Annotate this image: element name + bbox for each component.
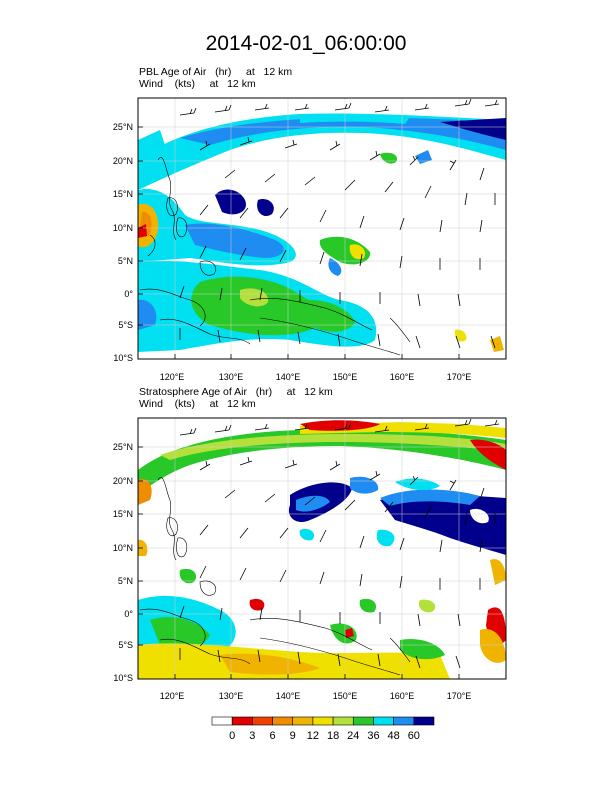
panel-1-fill-field bbox=[138, 113, 506, 352]
panel-2-wind-label: Wind (kts) at 12 km bbox=[139, 398, 256, 410]
lat-tick-label: 5°S bbox=[118, 640, 133, 650]
panel-2-header: Stratosphere Age of Air (hr) at 12 km Wi… bbox=[139, 386, 333, 410]
panel-1-coastlines bbox=[139, 157, 411, 356]
colorbar-label: 0 bbox=[229, 730, 235, 742]
colorbar-label: 48 bbox=[388, 730, 400, 742]
panel-2-coastlines bbox=[139, 477, 411, 676]
lat-tick-label: 5°S bbox=[118, 320, 133, 330]
colorbar-swatch bbox=[292, 716, 314, 726]
figure-title: 2014-02-01_06:00:00 bbox=[205, 32, 407, 55]
panel-2-tick-marks bbox=[138, 446, 460, 679]
panel-1-lat-axis: 25°N 20°N 15°N 10°N 5°N 0° 5°S 10°S bbox=[113, 122, 134, 363]
colorbar-label: 60 bbox=[408, 730, 420, 742]
colorbar-label: 3 bbox=[249, 730, 255, 742]
colorbar-swatch bbox=[231, 716, 253, 726]
panel-2-lat-axis: 25°N 20°N 15°N 10°N 5°N 0° 5°S 10°S bbox=[113, 442, 134, 683]
panel-2-field-label: Stratosphere Age of Air (hr) at 12 km bbox=[139, 386, 333, 398]
colorbar-swatch bbox=[312, 716, 334, 726]
lat-tick-label: 10°N bbox=[113, 543, 133, 553]
lon-tick-label: 140°E bbox=[276, 372, 301, 382]
lon-tick-label: 130°E bbox=[219, 691, 244, 701]
lat-tick-label: 20°N bbox=[113, 476, 133, 486]
lat-tick-label: 15°N bbox=[113, 509, 133, 519]
lat-tick-label: 25°N bbox=[113, 122, 133, 132]
lon-tick-label: 160°E bbox=[390, 691, 415, 701]
colorbar-swatch bbox=[393, 716, 415, 726]
lon-tick-label: 130°E bbox=[219, 372, 244, 382]
lon-tick-label: 160°E bbox=[390, 372, 415, 382]
lat-tick-label: 25°N bbox=[113, 442, 133, 452]
colorbar-swatch bbox=[373, 716, 394, 726]
lat-tick-label: 5°N bbox=[118, 576, 133, 586]
panel-1-wind-label: Wind (kts) at 12 km bbox=[139, 78, 256, 90]
lon-tick-label: 140°E bbox=[276, 691, 301, 701]
panel-2-fill-field bbox=[138, 420, 506, 679]
colorbar-swatch bbox=[332, 716, 354, 726]
panel-1-field-label: PBL Age of Air (hr) at 12 km bbox=[139, 66, 293, 78]
panel-2-gridlines bbox=[138, 418, 506, 679]
colorbar: 0 3 6 9 12 18 24 36 48 60 bbox=[211, 716, 435, 742]
colorbar-swatch bbox=[252, 716, 273, 726]
panel-1-lon-axis: 120°E 130°E 140°E 150°E 160°E 170°E bbox=[160, 372, 472, 382]
lon-tick-label: 150°E bbox=[333, 372, 358, 382]
colorbar-label: 6 bbox=[269, 730, 275, 742]
colorbar-label: 9 bbox=[290, 730, 296, 742]
lat-tick-label: 0° bbox=[124, 289, 133, 299]
panel-1-gridlines bbox=[138, 98, 506, 359]
lon-tick-label: 120°E bbox=[160, 372, 185, 382]
lat-tick-label: 20°N bbox=[113, 156, 133, 166]
panel-1-frame bbox=[137, 97, 507, 360]
lat-tick-label: 15°N bbox=[113, 189, 133, 199]
colorbar-swatch bbox=[413, 716, 435, 726]
colorbar-swatch bbox=[211, 716, 233, 726]
lat-tick-label: 10°S bbox=[113, 673, 133, 683]
panel-1-tick-marks bbox=[138, 126, 460, 359]
colorbar-swatch bbox=[352, 716, 374, 726]
colorbar-label: 24 bbox=[347, 730, 359, 742]
panel-1-map: 25°N 20°N 15°N 10°N 5°N 0° 5°S 10°S 120°… bbox=[113, 97, 507, 382]
lat-tick-label: 5°N bbox=[118, 256, 133, 266]
lat-tick-label: 10°N bbox=[113, 223, 133, 233]
colorbar-label: 36 bbox=[367, 730, 379, 742]
colorbar-label: 18 bbox=[327, 730, 339, 742]
lat-tick-label: 10°S bbox=[113, 353, 133, 363]
panel-2-lon-axis: 120°E 130°E 140°E 150°E 160°E 170°E bbox=[160, 691, 472, 701]
panel-2-frame bbox=[137, 417, 507, 680]
lon-tick-label: 170°E bbox=[447, 372, 472, 382]
panel-1-header: PBL Age of Air (hr) at 12 km Wind (kts) … bbox=[139, 66, 292, 90]
panel-2-wind-barbs bbox=[179, 418, 500, 669]
colorbar-swatch bbox=[272, 716, 294, 726]
panel-2-map: 25°N 20°N 15°N 10°N 5°N 0° 5°S 10°S 120°… bbox=[113, 417, 507, 701]
lat-tick-label: 0° bbox=[124, 609, 133, 619]
lon-tick-label: 170°E bbox=[447, 691, 472, 701]
panel-1-wind-barbs bbox=[179, 98, 500, 349]
colorbar-label: 12 bbox=[307, 730, 319, 742]
lon-tick-label: 120°E bbox=[160, 691, 185, 701]
lon-tick-label: 150°E bbox=[333, 691, 358, 701]
